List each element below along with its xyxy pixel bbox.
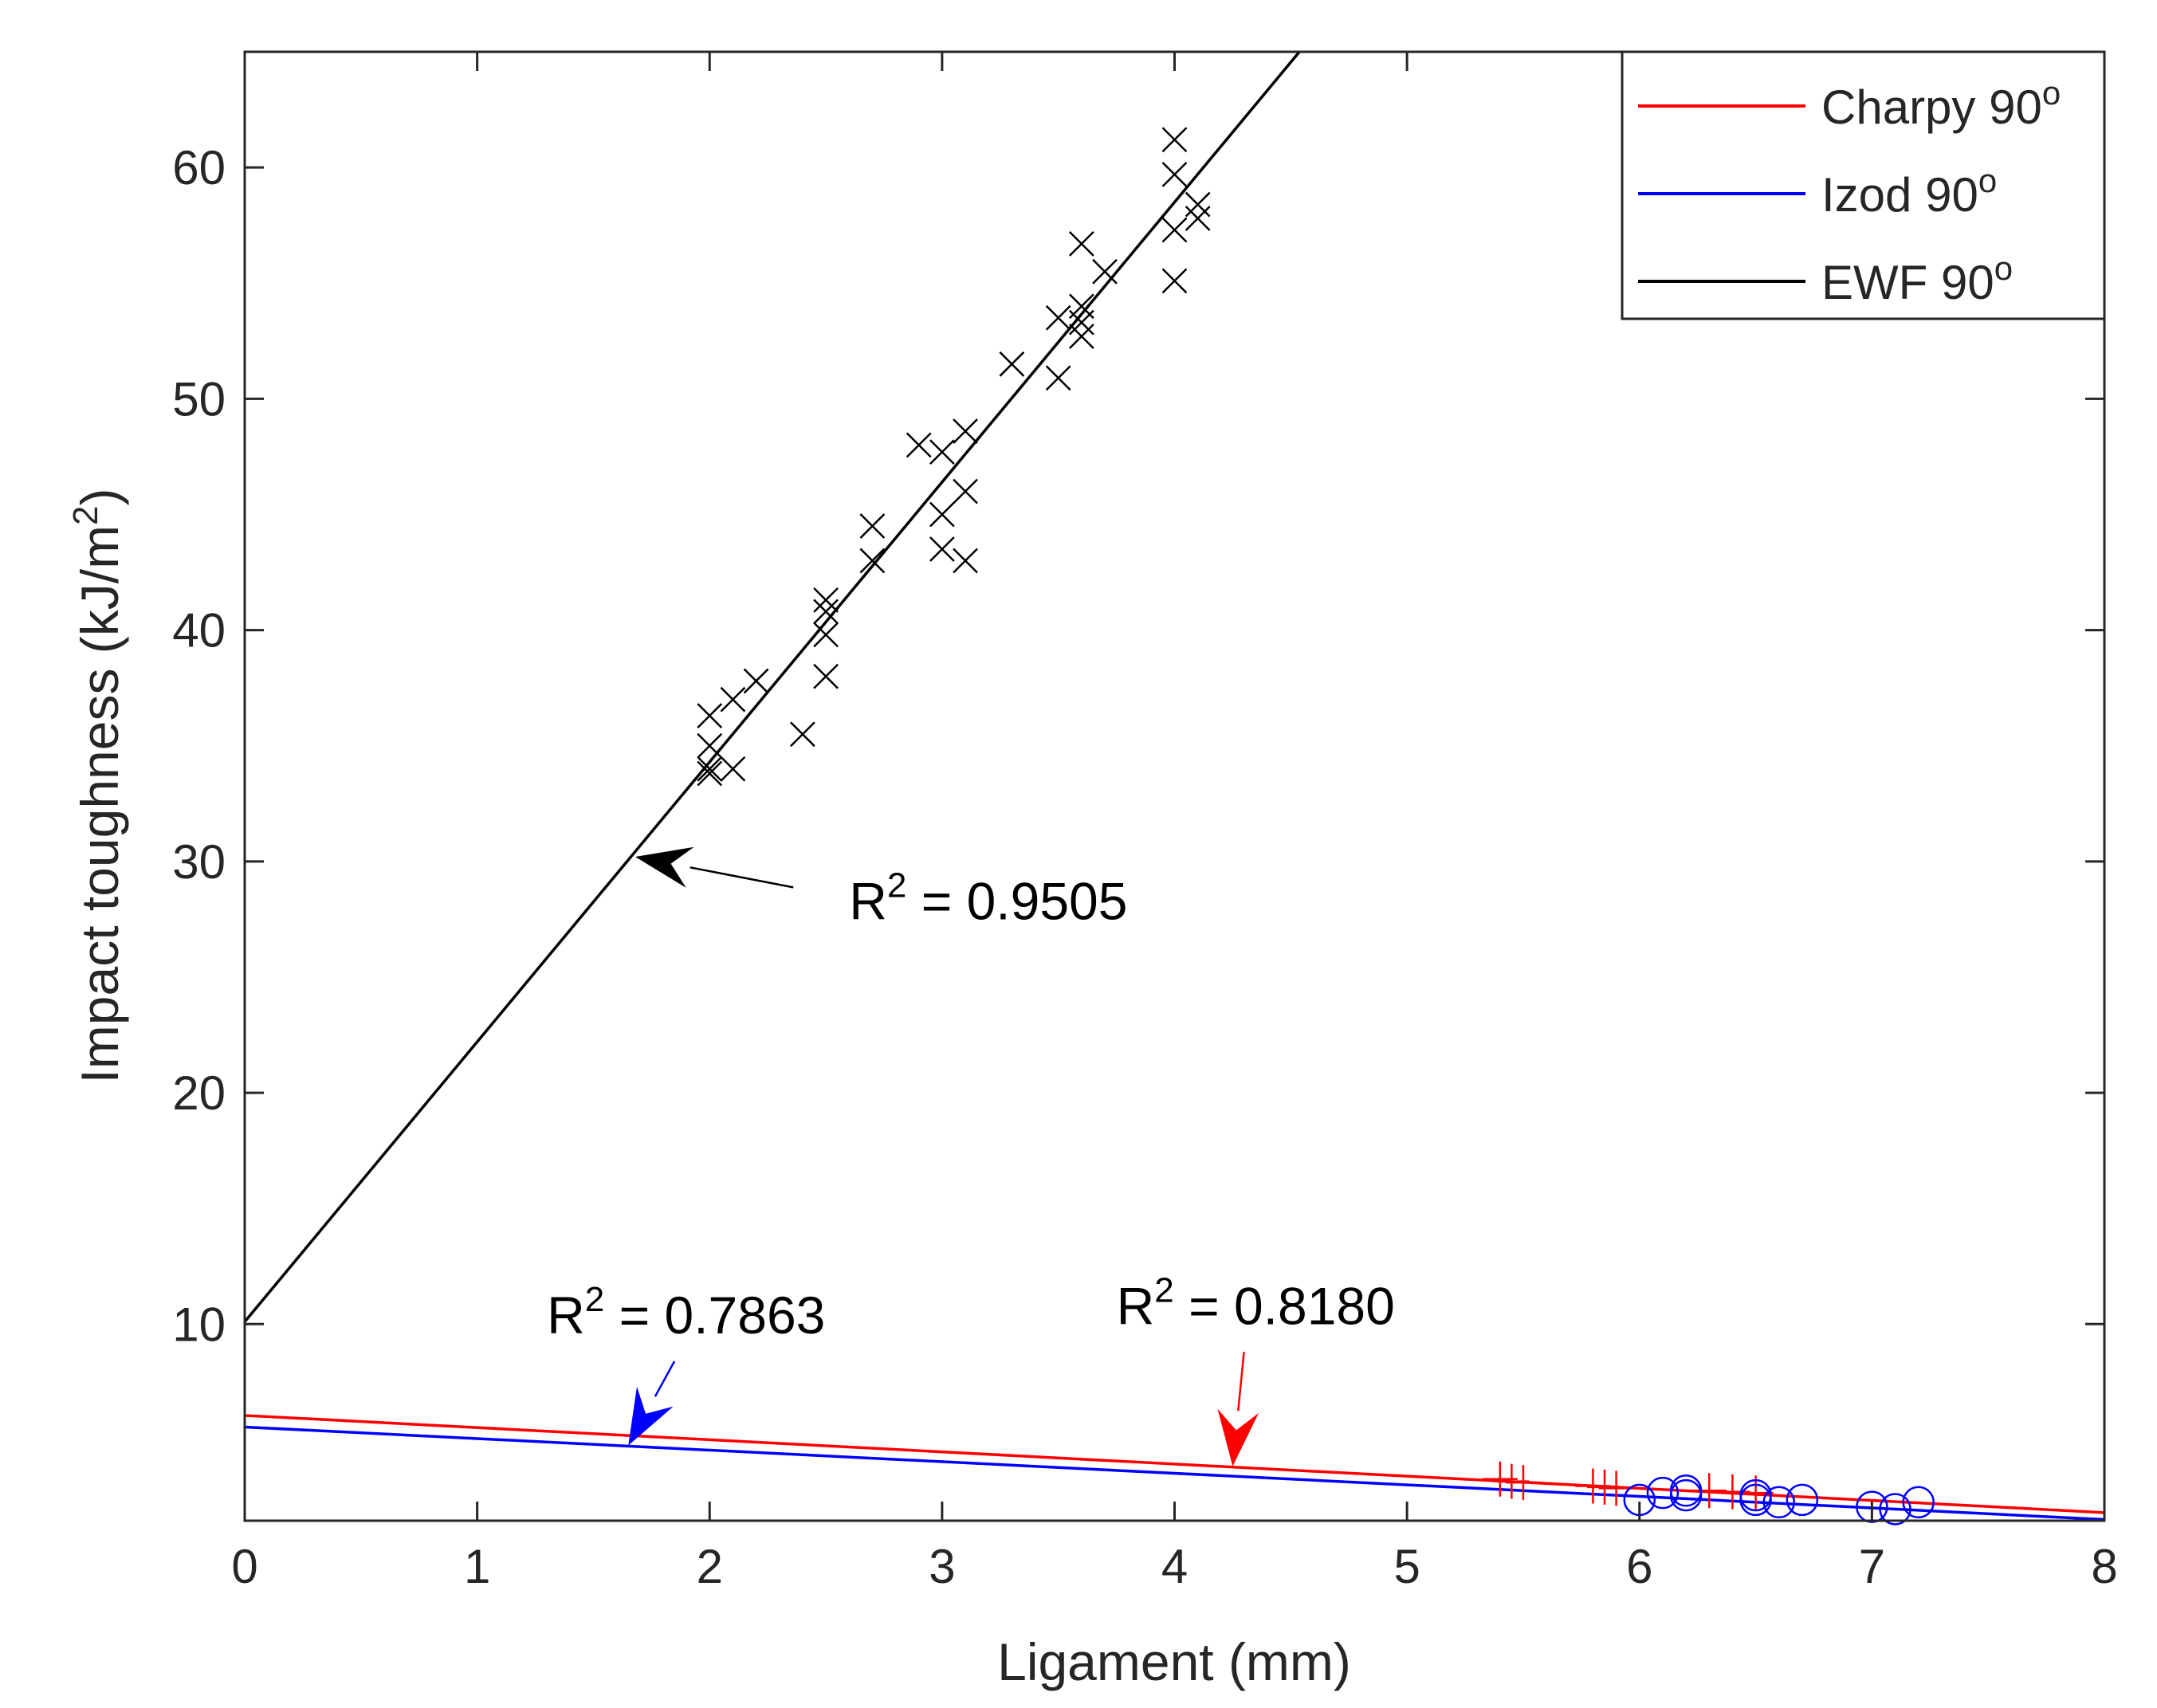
- legend-item-izod: Izod 90o: [1638, 162, 1997, 222]
- data-point-ewf: [1045, 365, 1071, 391]
- annotation-arrow-head: [635, 846, 694, 888]
- data-point-ewf: [929, 439, 955, 465]
- annotation-text: R2 = 0.9505: [849, 866, 1127, 930]
- y-axis-label: Impact toughness (kJ/m2): [66, 488, 129, 1083]
- data-point-ewf: [1068, 231, 1094, 257]
- legend: Charpy 90o Izod 90o EWF 90o: [1621, 50, 2106, 320]
- data-point-ewf: [953, 478, 978, 505]
- data-point-ewf: [697, 732, 723, 759]
- x-tick-label: 3: [929, 1540, 955, 1593]
- data-point-ewf: [953, 418, 978, 444]
- annotation-ewf: R2 = 0.9505: [635, 846, 1127, 930]
- y-tick-label: 20: [172, 1066, 226, 1120]
- annotation-arrow-shaft: [1237, 1352, 1245, 1412]
- data-point-ewf: [859, 513, 886, 539]
- data-point-ewf: [1161, 268, 1188, 294]
- annotation-izod: R2 = 0.7863: [547, 1280, 825, 1446]
- data-point-ewf: [697, 756, 723, 782]
- y-tick-label: 60: [172, 141, 226, 194]
- y-axis-label-sup: 2: [66, 505, 105, 524]
- data-point-ewf: [697, 760, 723, 787]
- legend-item-ewf: EWF 90o: [1638, 249, 2013, 309]
- fit-line-ewf: [243, 50, 1301, 1323]
- x-tick-label: 4: [1161, 1540, 1188, 1593]
- data-point-ewf: [929, 501, 955, 528]
- annotation-arrow-shaft: [654, 1361, 676, 1397]
- data-point-ewf: [1161, 127, 1188, 153]
- annotation-arrow-head: [1217, 1408, 1259, 1467]
- x-tick-label: 1: [464, 1540, 490, 1593]
- annotation-text: R2 = 0.7863: [547, 1280, 825, 1345]
- data-point-ewf: [697, 703, 723, 728]
- data-point-izod: [1856, 1490, 1888, 1523]
- data-point-ewf: [743, 668, 769, 694]
- data-point-ewf: [906, 432, 932, 458]
- data-point-ewf: [813, 663, 839, 689]
- annotation-arrow-shaft: [690, 866, 794, 889]
- data-point-izod: [1879, 1493, 1911, 1525]
- annotation-arrow-head: [628, 1386, 674, 1446]
- x-tick-label: 8: [2091, 1540, 2117, 1593]
- data-point-izod: [1646, 1476, 1680, 1510]
- x-tick-label: 6: [1626, 1540, 1652, 1593]
- y-axis-label-end: ): [70, 488, 129, 505]
- y-axis-label-main: Impact toughness (kJ/m: [70, 525, 129, 1084]
- data-point-ewf: [1161, 161, 1188, 187]
- data-point-ewf: [1068, 309, 1094, 336]
- data-point-ewf: [859, 548, 886, 574]
- legend-box: [1621, 50, 2106, 320]
- data-point-ewf: [999, 351, 1025, 377]
- data-point-ewf: [953, 548, 978, 574]
- data-point-ewf: [813, 622, 839, 648]
- data-point-ewf: [720, 756, 746, 782]
- data-point-charpy: [1691, 1473, 1727, 1509]
- data-point-ewf: [929, 536, 955, 562]
- data-point-ewf: [1045, 304, 1071, 331]
- legend-label: Charpy 90o: [1821, 74, 2061, 134]
- x-tick-label: 7: [1859, 1540, 1885, 1593]
- data-point-ewf: [1185, 206, 1211, 231]
- y-tick-label: 40: [172, 604, 226, 658]
- y-tick-label: 10: [172, 1298, 226, 1351]
- data-point-izod: [1669, 1478, 1703, 1512]
- x-axis-label: Ligament (mm): [997, 1632, 1351, 1691]
- data-point-izod: [1902, 1486, 1935, 1519]
- legend-label: EWF 90o: [1821, 249, 2013, 309]
- data-point-ewf: [790, 721, 815, 748]
- data-point-izod: [1786, 1483, 1819, 1517]
- data-point-ewf: [813, 587, 839, 613]
- data-point-ewf: [1161, 217, 1188, 243]
- x-tick-label: 0: [231, 1540, 257, 1593]
- data-point-izod: [1762, 1486, 1795, 1519]
- legend-label: Izod 90o: [1821, 162, 1997, 222]
- data-point-izod: [1739, 1483, 1772, 1517]
- x-tick-label: 5: [1393, 1540, 1420, 1593]
- y-tick-label: 50: [172, 372, 226, 426]
- y-tick-label: 30: [172, 835, 226, 889]
- data-point-charpy: [1505, 1465, 1541, 1501]
- data-point-charpy: [1715, 1474, 1750, 1510]
- data-point-ewf: [1068, 324, 1094, 349]
- fit-line-charpy: [244, 1414, 2105, 1514]
- data-point-ewf: [720, 686, 746, 713]
- legend-item-charpy: Charpy 90o: [1638, 74, 2061, 134]
- data-point-ewf: [1185, 191, 1211, 218]
- annotation-charpy: R2 = 0.8180: [1117, 1270, 1395, 1467]
- data-point-ewf: [1092, 258, 1118, 285]
- data-point-charpy: [1598, 1470, 1634, 1506]
- x-tick-label: 2: [697, 1540, 723, 1593]
- data-point-ewf: [813, 599, 839, 625]
- annotation-text: R2 = 0.8180: [1117, 1270, 1395, 1335]
